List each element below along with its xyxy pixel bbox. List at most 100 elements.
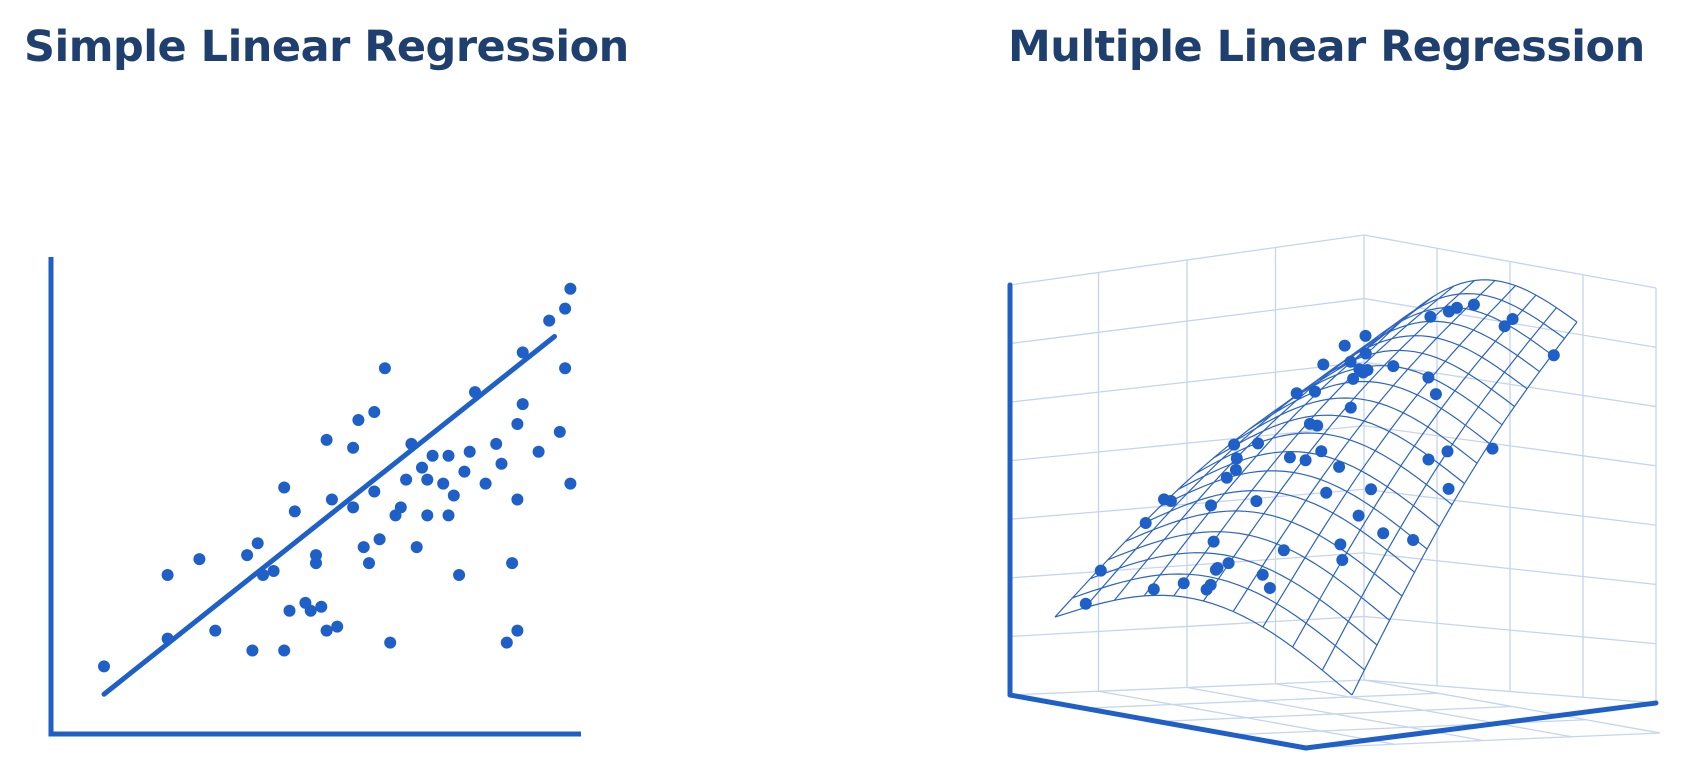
data-point [357, 541, 370, 554]
data-point-3d [1333, 460, 1346, 473]
data-point-3d [1359, 329, 1372, 342]
grid-line [1363, 552, 1657, 586]
data-point [267, 565, 280, 578]
data-point-3d [1211, 562, 1224, 574]
data-point-3d [1422, 371, 1435, 384]
grid-line [1009, 361, 1365, 403]
data-point-3d [1283, 451, 1296, 464]
grid-line [1363, 361, 1657, 408]
data-point-3d [1230, 452, 1243, 465]
mesh-line [1292, 294, 1537, 648]
simple-linear-regression-title: Simple Linear Regression [24, 22, 629, 72]
data-point [447, 489, 460, 502]
data-point-3d [1441, 445, 1454, 458]
grid-line [1363, 615, 1657, 645]
data-point [241, 549, 254, 562]
data-point-3d [1429, 388, 1442, 401]
data-point [320, 433, 333, 446]
data-point [564, 282, 577, 295]
data-point [564, 477, 577, 490]
mesh-line [1248, 380, 1490, 445]
data-point-3d [1498, 320, 1511, 333]
data-point-3d [1344, 355, 1357, 368]
data-point [368, 485, 381, 498]
mesh-line [1283, 349, 1515, 407]
data-point-3d [1311, 419, 1324, 432]
data-point [193, 553, 206, 566]
data-point-3d [1387, 360, 1400, 373]
data-point-3d [1177, 577, 1190, 590]
data-point-3d [1222, 557, 1235, 570]
data-point [506, 557, 519, 570]
data-point-3d [1359, 347, 1372, 360]
data-point [209, 624, 222, 637]
data-point [278, 481, 291, 494]
data-point [511, 624, 524, 637]
data-point-3d [1205, 499, 1217, 512]
data-point-3d [1147, 583, 1160, 596]
grid-line [1009, 425, 1365, 462]
data-point-3d [1200, 583, 1213, 596]
data-point [511, 493, 524, 506]
mesh-line [1160, 470, 1428, 550]
data-point-3d [1277, 544, 1290, 557]
mesh-line [1230, 397, 1478, 464]
data-point [421, 509, 434, 522]
data-point-3d [1344, 401, 1357, 414]
grid-line [1157, 705, 1513, 723]
3d-data-points-group [1079, 298, 1560, 610]
data-point-3d [1347, 372, 1360, 385]
grid-line [1363, 425, 1657, 467]
data-point-3d [1263, 582, 1276, 594]
data-point [257, 569, 269, 581]
mesh-line [1195, 432, 1453, 506]
data-point [532, 445, 545, 458]
grid-line [1009, 297, 1365, 345]
multiple-linear-regression-title: Multiple Linear Regression [1008, 22, 1645, 72]
data-point [516, 346, 529, 359]
data-point-3d [1450, 301, 1463, 314]
data-point-3d [1299, 454, 1312, 467]
mesh-line [1265, 365, 1503, 426]
data-point [453, 569, 466, 581]
data-point [246, 644, 259, 657]
data-point-3d [1467, 298, 1480, 311]
data-point-3d [1256, 568, 1269, 581]
mesh-line [1371, 279, 1578, 350]
grid-line [1083, 692, 1439, 709]
data-points-group [98, 282, 577, 673]
data-point-3d [1094, 564, 1107, 577]
data-point [347, 501, 360, 514]
data-point [278, 644, 291, 657]
data-point [405, 437, 418, 450]
data-point [559, 302, 572, 315]
data-point-3d [1252, 437, 1264, 450]
data-point-3d [1290, 387, 1303, 400]
data-point-3d [1424, 310, 1437, 323]
data-point-3d [1164, 495, 1177, 507]
data-point [463, 445, 476, 458]
data-point [384, 636, 397, 649]
mesh-line [1262, 285, 1516, 628]
grid-line [1231, 719, 1587, 736]
data-point-3d [1334, 538, 1347, 551]
data-point [373, 533, 386, 546]
data-point [310, 549, 322, 562]
data-point [511, 417, 524, 430]
data-point [442, 449, 455, 462]
data-point [378, 362, 391, 375]
mesh-line [1089, 552, 1378, 646]
data-point-3d [1442, 482, 1455, 495]
data-point-3d [1407, 534, 1420, 546]
data-point-3d [1229, 463, 1242, 476]
data-point-3d [1365, 483, 1377, 496]
data-point-3d [1506, 313, 1519, 325]
data-point [500, 636, 513, 649]
data-point-3d [1377, 527, 1390, 540]
mesh-line [1178, 450, 1440, 527]
data-point [553, 425, 566, 438]
data-point-3d [1309, 385, 1321, 398]
chart-axes [48, 257, 581, 737]
mesh-line [1072, 573, 1365, 671]
mesh-line [1213, 414, 1465, 484]
